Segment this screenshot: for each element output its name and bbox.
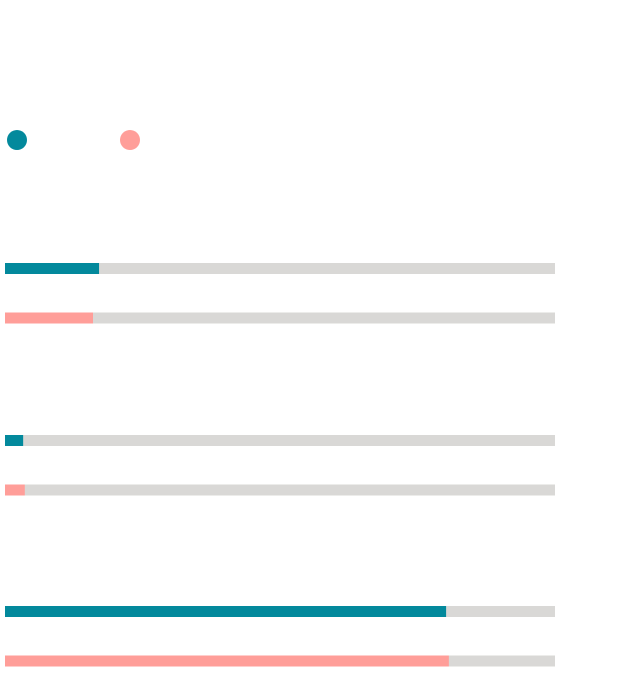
legend-marker-series-2 xyxy=(120,130,140,150)
bar-series-1 xyxy=(5,263,100,274)
legend xyxy=(7,130,140,150)
bar-group-3 xyxy=(5,606,555,667)
bar-track xyxy=(5,263,555,274)
bar-track xyxy=(5,484,555,496)
bar-track xyxy=(5,312,555,324)
bar-group-2 xyxy=(5,435,555,496)
bar-groups xyxy=(5,263,555,667)
bar-group-1 xyxy=(5,263,555,324)
bar-series-1 xyxy=(5,435,24,446)
bar-track xyxy=(5,435,555,446)
bar-series-2 xyxy=(5,312,93,324)
bar-series-1 xyxy=(5,606,447,617)
legend-marker-series-1 xyxy=(7,130,27,150)
bar-series-2 xyxy=(5,484,25,496)
bar-series-2 xyxy=(5,655,449,667)
